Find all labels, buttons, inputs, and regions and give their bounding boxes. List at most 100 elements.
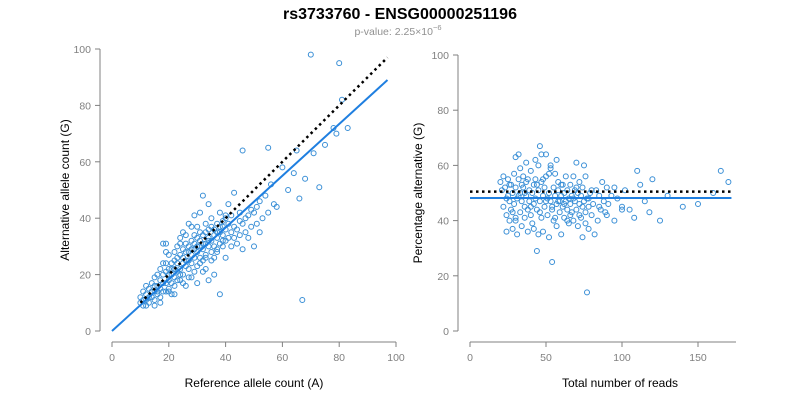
right-data-point: [567, 201, 574, 207]
right-data-point: [524, 228, 531, 235]
right-data-point: [561, 214, 568, 221]
right-data-point: [533, 181, 540, 188]
left-data-point: [180, 271, 186, 278]
right-x-tick-label: 50: [540, 352, 552, 364]
right-data-point: [567, 212, 574, 219]
left-data-point: [140, 288, 147, 295]
left-data-point: [344, 125, 351, 131]
right-data-point: [637, 181, 644, 188]
right-data-point: [611, 184, 618, 191]
right-data-point: [553, 156, 560, 163]
right-y-tick-label: 60: [437, 160, 449, 172]
left-data-point: [251, 243, 257, 250]
right-data-point: [535, 162, 542, 169]
right-data-point: [530, 201, 537, 207]
right-data-point: [538, 214, 545, 221]
left-data-point: [199, 268, 206, 275]
right-tick-layer: 0 50 100 150 0 20 40 60 80 100: [431, 50, 706, 364]
right-data-point: [549, 203, 556, 210]
right-data-point: [533, 248, 540, 254]
left-data-point: [307, 51, 314, 58]
left-data-point: [202, 229, 209, 236]
right-data-point: [558, 231, 565, 238]
left-data-point: [322, 141, 328, 148]
right-y-tick-label: 100: [431, 50, 449, 62]
right-data-point: [725, 179, 732, 185]
left-data-point: [197, 209, 203, 216]
left-data-point: [251, 209, 257, 216]
right-data-point: [695, 201, 701, 207]
right-data-point: [561, 201, 568, 207]
right-data-point: [576, 212, 583, 219]
left-data-point: [199, 192, 206, 199]
left-data-point: [231, 223, 238, 230]
right-data-point: [591, 231, 598, 238]
left-data-point: [228, 243, 235, 250]
left-y-tick-label: 80: [79, 100, 91, 112]
left-y-tick-label: 0: [85, 326, 91, 338]
left-data-point: [248, 206, 255, 213]
left-data-point: [253, 203, 260, 210]
left-data-point: [219, 218, 226, 224]
left-data-point: [163, 260, 169, 267]
left-x-tick-label: 0: [109, 352, 115, 364]
left-data-point: [239, 246, 246, 253]
right-data-point: [634, 167, 641, 174]
right-data-point: [503, 228, 510, 235]
left-data-point: [185, 274, 192, 281]
left-data-point: [219, 237, 226, 244]
left-data-point: [285, 187, 292, 193]
left-data-point: [185, 220, 192, 227]
left-data-point: [265, 209, 272, 216]
left-data-point: [239, 147, 246, 154]
left-data-point: [191, 212, 198, 219]
left-data-point: [194, 243, 201, 250]
right-data-point: [529, 220, 536, 227]
chart-subtitle: p-value: 2.25×10−6: [354, 23, 441, 38]
right-data-point: [710, 190, 717, 196]
right-data-point: [518, 181, 525, 188]
left-data-point: [336, 60, 343, 67]
right-data-point: [535, 231, 542, 238]
left-data-point: [157, 294, 164, 301]
left-data-point: [208, 249, 215, 255]
right-data-point: [717, 167, 724, 174]
right-data-point: [546, 170, 552, 177]
right-data-point: [511, 170, 518, 177]
left-data-point: [205, 277, 212, 284]
right-data-point: [503, 212, 510, 219]
right-data-point: [506, 198, 513, 205]
left-data-point: [151, 297, 158, 303]
right-data-point: [556, 209, 563, 216]
left-data-point: [182, 249, 189, 255]
left-data-point: [197, 260, 203, 267]
left-data-point: [202, 251, 209, 258]
left-data-point: [185, 266, 192, 272]
right-data-point: [573, 159, 580, 166]
left-data-point: [202, 220, 209, 227]
right-data-point: [619, 206, 625, 213]
left-data-point: [279, 164, 286, 171]
right-data-point: [524, 206, 531, 213]
right-data-point: [536, 143, 543, 150]
right-scatter-panel: 0 50 100 150 0 20 40 60 80 100 Total number of re…: [411, 50, 736, 390]
right-data-layer: [470, 143, 732, 296]
left-data-point: [228, 229, 235, 236]
right-data-point: [506, 217, 513, 224]
right-data-point: [547, 165, 554, 172]
left-data-point: [188, 223, 195, 230]
right-data-point: [603, 212, 610, 219]
right-data-point: [657, 217, 663, 224]
left-data-point: [174, 243, 181, 250]
left-data-point: [188, 237, 195, 244]
left-y-tick-label: 100: [73, 44, 91, 56]
left-data-point: [177, 271, 184, 278]
right-data-point: [585, 225, 592, 232]
left-x-tick-label: 40: [220, 352, 232, 364]
right-data-point: [550, 184, 557, 191]
left-y-tick-label: 60: [79, 157, 91, 169]
left-data-point: [168, 260, 175, 267]
left-data-point: [242, 229, 249, 236]
left-data-point: [222, 254, 229, 261]
left-data-point: [165, 288, 172, 295]
